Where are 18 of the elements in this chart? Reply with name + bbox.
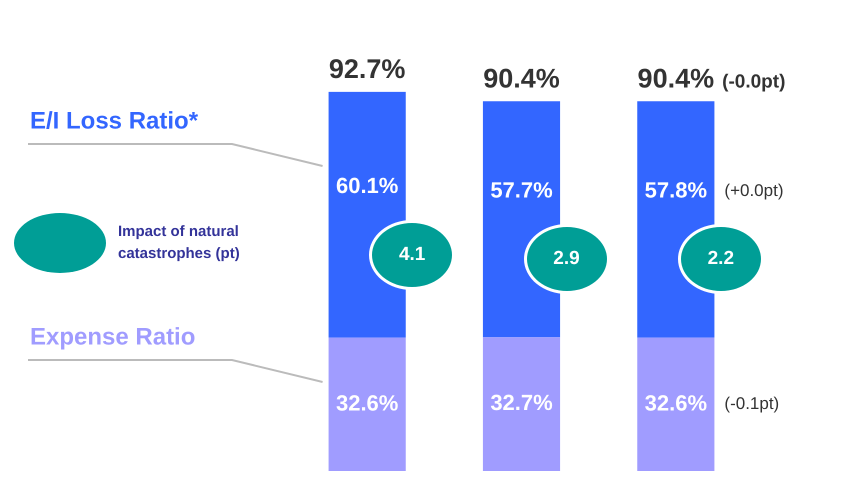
annotation: (-0.0pt) [722,71,786,92]
data-label: 57.7% [490,177,553,202]
bar [637,338,714,471]
data-label: 57.8% [644,178,708,203]
total-label: 92.7% [328,54,406,84]
text: Expense Ratio [30,324,196,351]
data-label: 32.6% [644,390,708,416]
data-label: 32.7% [490,390,553,416]
bar [328,338,406,471]
text: Impact of natural catastrophes (pt) [118,223,240,262]
annotation: (-0.1pt) [724,394,780,414]
text: E/I Loss Ratio* [30,108,199,135]
data-label: 60.1% [336,172,398,198]
bar [482,337,560,471]
total-label: 90.4% [483,63,560,94]
data-label: 32.6% [336,390,398,416]
total-label: 90.4% [638,63,714,94]
annotation: (+0.0pt) [724,181,784,200]
